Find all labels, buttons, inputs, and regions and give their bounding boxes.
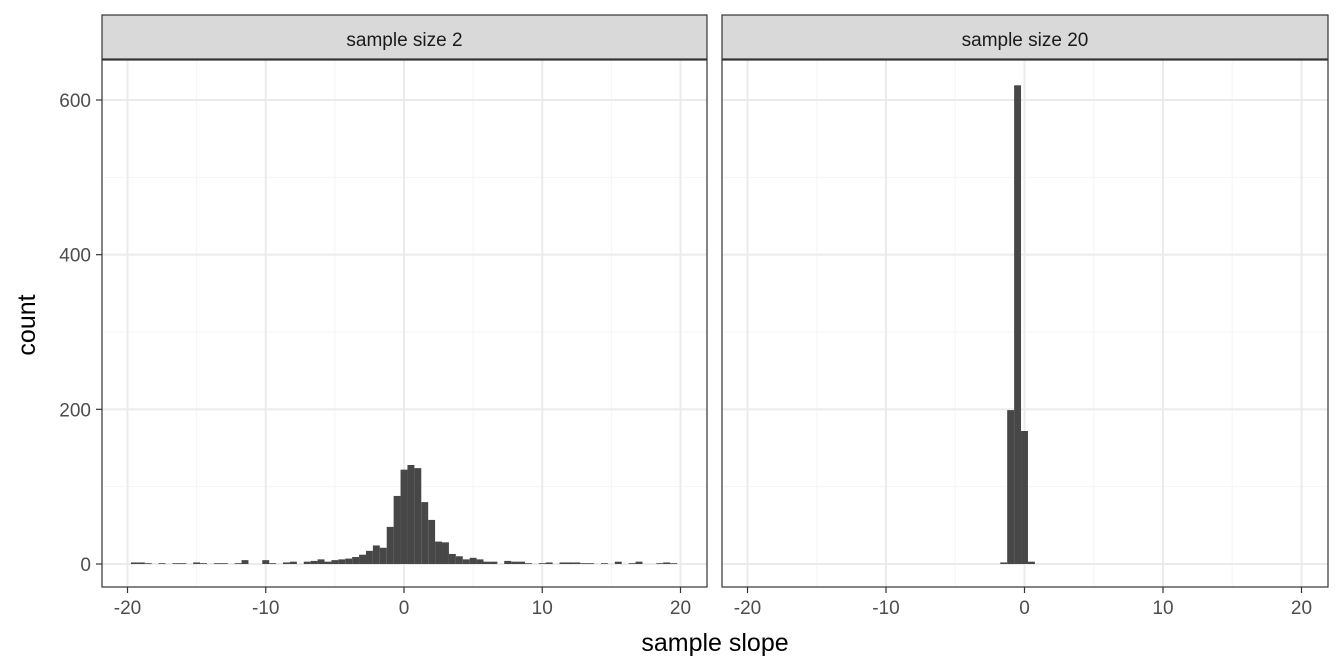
histogram-bar	[193, 562, 201, 564]
histogram-bar	[601, 563, 608, 564]
facet-strip	[101, 14, 708, 60]
histogram-bar	[614, 561, 622, 564]
histogram-bar	[442, 542, 449, 564]
x-tick-label: -10	[252, 598, 279, 619]
histogram-bar	[345, 558, 353, 564]
histogram-bar	[386, 526, 394, 564]
x-tick-label: 20	[670, 598, 691, 619]
histogram-bar	[262, 560, 270, 564]
histogram-bar	[545, 562, 553, 564]
y-tick-label: 200	[59, 400, 91, 421]
histogram-bar	[1027, 561, 1035, 564]
y-axis: 0 200 400 600	[59, 91, 102, 576]
histogram-bar	[635, 561, 643, 564]
y-tick-label: 400	[59, 246, 91, 267]
histogram-bar	[1000, 562, 1008, 564]
histogram-bar	[179, 563, 187, 564]
histogram-bar	[656, 563, 664, 564]
histogram-bar	[566, 562, 574, 564]
histogram-bar	[414, 468, 422, 564]
histogram-bar	[331, 560, 339, 564]
x-tick-label: 10	[532, 598, 553, 619]
x-tick-label: -20	[114, 598, 141, 619]
histogram-bar	[365, 550, 373, 564]
facet-strip-label: sample size 20	[962, 30, 1089, 51]
histogram-bar	[130, 562, 138, 564]
x-tick-label: 0	[399, 598, 410, 619]
histogram-bar	[213, 563, 221, 564]
histogram-bar	[559, 562, 567, 564]
histogram-bar	[524, 563, 532, 564]
histogram-bar	[476, 559, 484, 564]
histogram-bar	[663, 562, 671, 564]
histogram-bar	[158, 563, 166, 564]
histogram-bar	[289, 561, 297, 564]
panel-1: sample size 2 -20 -10 0 10 20	[101, 14, 708, 619]
histogram-bar	[490, 561, 498, 564]
y-tick-label: 600	[59, 91, 91, 112]
histogram-bar	[200, 563, 207, 564]
histogram-bar	[1007, 410, 1015, 564]
histogram-bar	[455, 556, 463, 564]
facet-strip-label: sample size 2	[346, 30, 462, 51]
x-tick-label: 10	[1152, 598, 1173, 619]
histogram-bar	[359, 554, 366, 564]
histogram-bar	[573, 562, 581, 564]
histogram-bar	[580, 563, 588, 564]
histogram-bar	[317, 559, 325, 564]
y-axis-title: count	[13, 294, 41, 355]
x-tick-label: 20	[1291, 598, 1312, 619]
histogram-bar	[269, 563, 277, 564]
histogram-bar	[338, 559, 346, 564]
histogram-bar	[234, 563, 242, 564]
histogram-bar	[352, 557, 360, 564]
histogram-bar	[144, 563, 152, 564]
histogram-bar	[241, 560, 249, 564]
histogram-bar	[587, 563, 595, 564]
histogram-bar	[1021, 430, 1028, 564]
histogram-bar	[407, 465, 415, 564]
histogram-bar	[628, 563, 636, 564]
panel-2: sample size 20 -20 -10 0 10 20	[721, 14, 1329, 619]
histogram-bar	[462, 559, 470, 564]
x-axis-title: sample slope	[641, 629, 788, 657]
histogram-bar	[448, 553, 456, 564]
histogram-bar	[310, 560, 318, 564]
histogram-bar	[172, 563, 180, 564]
histogram-bar	[504, 560, 512, 564]
histogram-bar	[538, 563, 546, 564]
histogram-bar	[421, 502, 429, 564]
panels-layer: sample size 2 -20 -10 0 10 20 sample size 20 -2…	[101, 14, 1329, 619]
histogram-bar	[137, 562, 145, 564]
histogram-bar	[1014, 85, 1022, 564]
histogram-bar	[511, 561, 519, 564]
x-tick-label: -20	[734, 598, 761, 619]
histogram-bar	[435, 541, 443, 564]
histogram-bar	[483, 561, 491, 564]
histogram-bar	[379, 547, 387, 564]
histogram-bar	[428, 519, 436, 564]
histogram-bar	[283, 562, 290, 564]
histogram-bar	[670, 563, 678, 564]
histogram-bar	[372, 545, 380, 564]
y-tick-label: 0	[80, 555, 91, 576]
facet-strip	[721, 14, 1329, 60]
x-tick-label: -10	[872, 598, 899, 619]
histogram-bar	[303, 561, 311, 564]
histogram-bar	[469, 557, 477, 564]
histogram-bar	[518, 561, 525, 564]
histogram-bar	[324, 561, 332, 564]
histogram-bar	[393, 495, 401, 564]
x-tick-label: 0	[1019, 598, 1030, 619]
histogram-bar	[220, 563, 228, 564]
histogram-bar	[400, 469, 408, 564]
